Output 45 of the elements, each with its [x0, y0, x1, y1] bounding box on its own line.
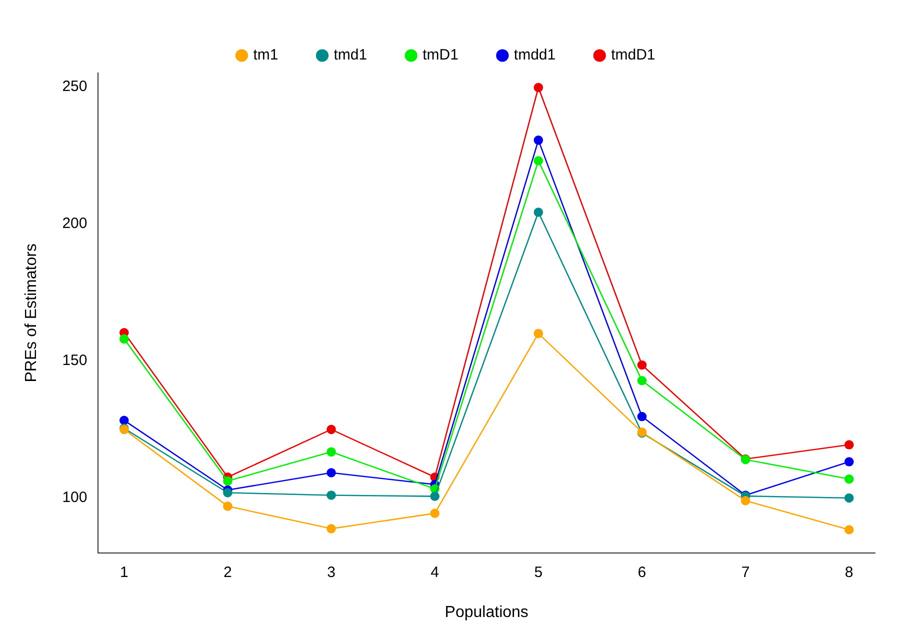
point	[534, 156, 544, 166]
legend-label: tmd1	[334, 46, 368, 64]
point	[534, 82, 544, 92]
y-tick-label: 200	[62, 214, 88, 232]
y-tick-label: 250	[62, 78, 88, 95]
point	[119, 334, 129, 344]
point	[844, 493, 854, 503]
point	[430, 492, 440, 501]
x-tick-label: 4	[430, 564, 439, 581]
point	[223, 502, 232, 511]
y-tick-label: 100	[62, 489, 88, 506]
point	[844, 525, 854, 534]
x-axis-title: Populations	[444, 604, 528, 621]
x-tick-label: 2	[224, 564, 232, 581]
point	[637, 360, 647, 370]
legend-label: tmdD1	[611, 46, 656, 64]
point	[844, 474, 854, 484]
point	[326, 490, 336, 500]
point	[223, 476, 232, 486]
x-tick-label: 5	[534, 564, 543, 581]
x-tick-label: 6	[638, 564, 646, 581]
point	[430, 508, 440, 518]
point	[119, 416, 129, 426]
x-tick-label: 1	[120, 564, 128, 581]
point	[326, 468, 336, 478]
point	[534, 328, 544, 338]
point	[844, 440, 854, 450]
point	[534, 208, 544, 217]
point	[740, 496, 750, 506]
point	[326, 447, 336, 457]
legend-label: tmdd1	[514, 46, 556, 64]
y-tick-label: 150	[62, 352, 88, 370]
y-axis-title: PREs of Estimators	[23, 244, 40, 382]
legend-label: tm1	[253, 46, 278, 64]
point	[844, 457, 854, 466]
x-tick-label: 8	[844, 564, 854, 581]
point	[326, 524, 336, 534]
x-tick-label: 3	[327, 564, 336, 581]
point	[637, 376, 647, 386]
legend-label: tmD1	[422, 46, 458, 64]
point	[223, 488, 232, 498]
point	[534, 136, 544, 145]
point	[637, 412, 647, 422]
x-tick-label: 7	[741, 564, 750, 581]
point	[326, 424, 336, 434]
